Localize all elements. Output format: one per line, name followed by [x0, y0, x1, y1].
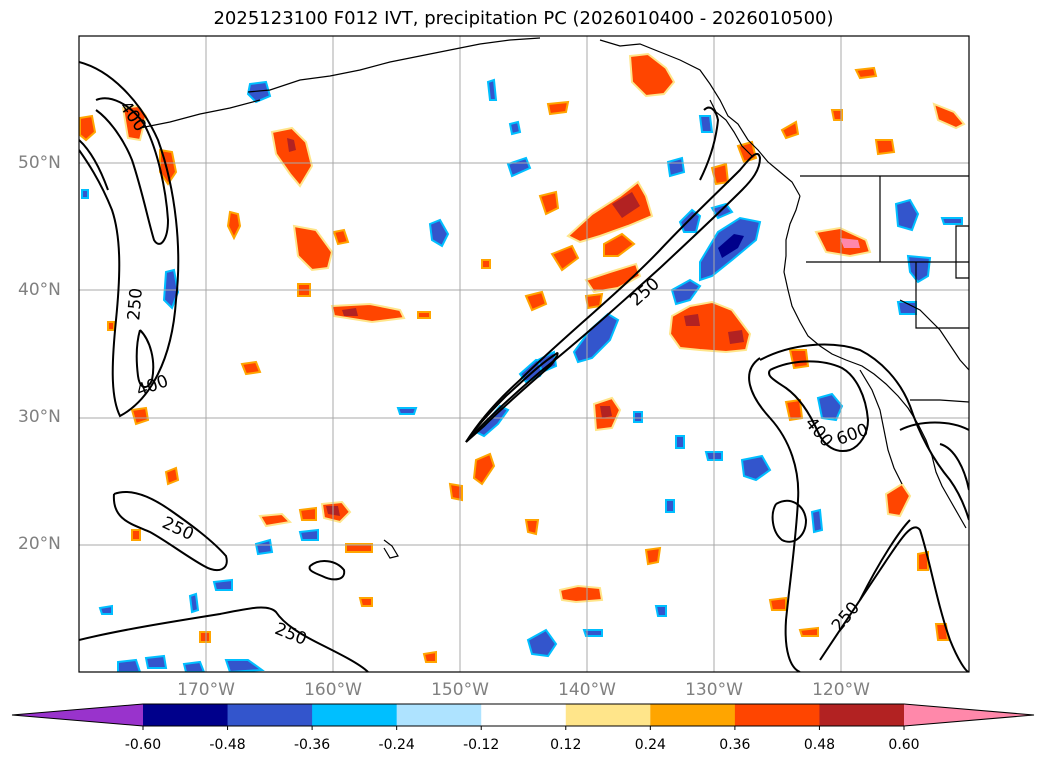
colorbar-tick-label: -0.36 [293, 737, 331, 753]
lon-label-150w: 150°W [431, 680, 489, 700]
graticule [79, 36, 969, 672]
lon-label-140w: 140°W [558, 680, 616, 700]
contour-label-250-west: 250 [124, 287, 147, 321]
colorbar-segment [650, 704, 736, 726]
page-title: 2025123100 F012 IVT, precipitation PC (2… [213, 8, 834, 29]
colorbar-tick-label: -0.24 [378, 737, 415, 753]
lon-label-160w: 160°W [304, 680, 362, 700]
colorbar-tick-label: -0.12 [463, 737, 500, 753]
colorbar-tick-label: 0.24 [634, 737, 666, 753]
colorbar-segment [143, 704, 229, 726]
colorbar-tick-label: 0.60 [888, 737, 920, 753]
map-background [79, 36, 969, 672]
colorbar-extend-max [904, 704, 1034, 726]
colorbar-tick-label: 0.12 [550, 737, 582, 753]
colorbar-segment [734, 704, 820, 726]
colorbar-segment [396, 704, 482, 726]
lon-label-170w: 170°W [177, 680, 235, 700]
colorbar-segment [312, 704, 398, 726]
lat-label-50n: 50°N [18, 153, 61, 173]
map-frame [78, 35, 970, 673]
precip-negative-areas [81, 78, 963, 672]
lon-label-120w: 120°W [812, 680, 870, 700]
colorbar-tick-label: -0.48 [209, 737, 246, 753]
colorbar-segment [481, 704, 567, 726]
lat-label-40n: 40°N [18, 280, 61, 300]
lat-label-30n: 30°N [18, 407, 61, 427]
colorbar-tick-label: -0.60 [124, 737, 162, 753]
colorbar-segment [819, 704, 905, 726]
colorbar [11, 703, 1035, 730]
lat-label-20n: 20°N [18, 534, 61, 554]
colorbar-tick-label: 0.36 [719, 737, 751, 753]
colorbar-extend-min [12, 704, 143, 726]
coastlines [139, 37, 969, 559]
colorbar-segment [565, 704, 651, 726]
precip-positive-areas [79, 52, 966, 663]
colorbar-segment [227, 704, 313, 726]
colorbar-tick-label: 0.48 [803, 737, 836, 753]
lon-label-130w: 130°W [685, 680, 743, 700]
ivt-contours [79, 61, 969, 672]
